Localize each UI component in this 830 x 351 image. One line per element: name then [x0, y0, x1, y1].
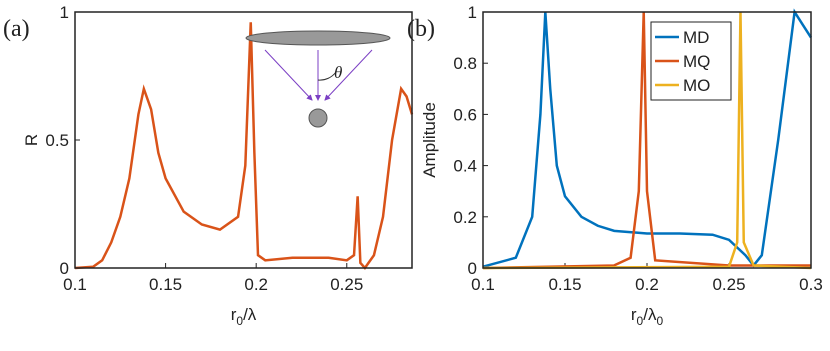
particle	[308, 108, 328, 128]
x-axis-label-part: r	[631, 305, 637, 324]
arrow	[324, 49, 373, 101]
legend-label: MQ	[683, 52, 710, 71]
legend-label: MO	[683, 76, 710, 95]
y-axis-label: Amplitude	[420, 102, 439, 178]
x-axis-label-part: 0	[637, 314, 644, 328]
x-axis-label-part: r	[231, 305, 237, 324]
plate	[245, 30, 391, 46]
x-tick-label: 0.15	[548, 275, 581, 294]
x-tick-label: 0.25	[712, 275, 745, 294]
y-tick-label: 0	[468, 259, 477, 278]
annotation: θ	[334, 63, 342, 82]
x-tick-label: 0.3	[799, 275, 823, 294]
x-axis-label-part: /λ	[243, 305, 257, 324]
y-tick-label: 0.8	[453, 54, 477, 73]
line-series	[482, 11, 811, 270]
y-tick-label: 0.5	[45, 131, 69, 150]
panel-label: (a)	[3, 16, 30, 42]
y-tick-label: 0	[60, 259, 69, 278]
plot-frame	[74, 11, 413, 269]
y-tick-label: 0.4	[453, 157, 477, 176]
legend-box	[650, 21, 732, 101]
y-tick-label: 1	[468, 3, 477, 22]
inset: θ	[245, 30, 391, 128]
x-axis-label: r0/λ0	[631, 305, 664, 328]
panel: (b) 0.1 0.15 0.2 0.25 0.3 0 0.2 0.4 0.6 0.8 1 Amplit…	[407, 3, 823, 328]
legend: MD MQ MO	[650, 21, 732, 101]
angle-arc	[317, 71, 337, 81]
x-axis-label-part: /λ	[643, 305, 657, 324]
y-axis-label: R	[22, 134, 41, 146]
y-tick-label: 0.6	[453, 105, 477, 124]
x-tick-label: 0.2	[244, 275, 268, 294]
x-tick-label: 0.2	[635, 275, 659, 294]
x-axis-label-part: 0	[656, 314, 663, 328]
x-axis-label-part: 0	[236, 314, 243, 328]
panel-label: (b)	[407, 16, 435, 42]
plot-frame	[482, 11, 812, 269]
y-tick-label: 0.2	[453, 208, 477, 227]
x-tick-label: 0.1	[471, 275, 495, 294]
x-tick-label: 0.15	[149, 275, 182, 294]
x-tick-label: 0.25	[330, 275, 363, 294]
legend-label: MD	[683, 28, 709, 47]
x-axis-label: r0/λ	[231, 305, 257, 328]
line-series	[74, 22, 414, 271]
x-tick-label: 0.1	[63, 275, 87, 294]
line-series	[482, 8, 813, 268]
arrow	[264, 49, 313, 101]
y-tick-label: 1	[60, 3, 69, 22]
